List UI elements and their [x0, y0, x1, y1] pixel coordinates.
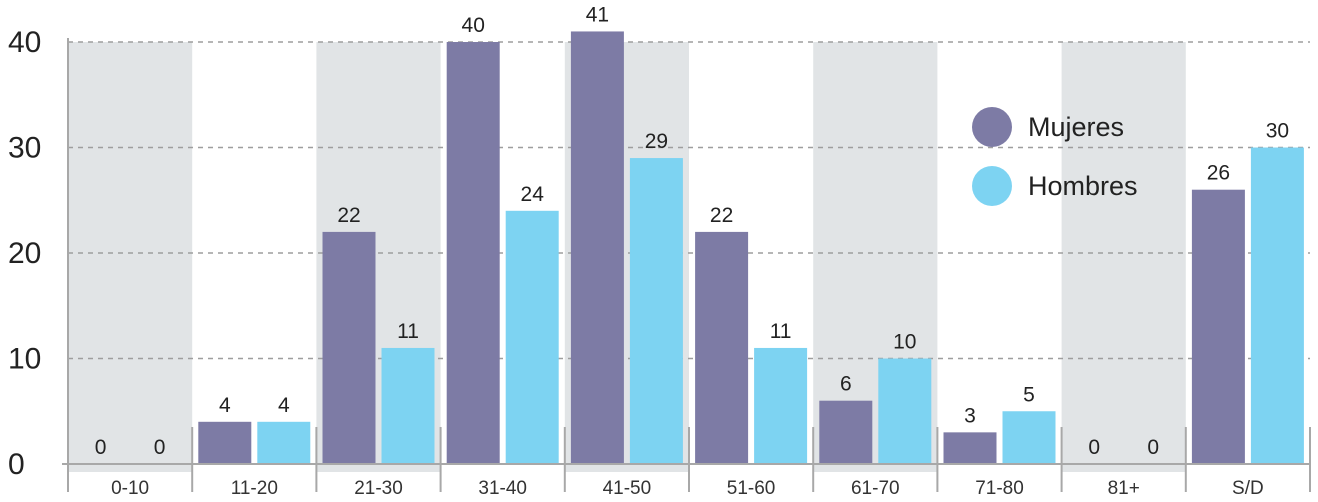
legend-swatch-mujeres: [972, 107, 1012, 147]
x-tick-label: 11-20: [231, 478, 278, 499]
bar-hombres-31-40: [505, 210, 559, 464]
data-label: 24: [521, 183, 545, 206]
data-label: 22: [710, 204, 733, 227]
legend-label-hombres: Hombres: [1028, 171, 1138, 201]
data-label: 6: [840, 373, 852, 396]
data-label: 26: [1207, 162, 1230, 185]
legend-label-mujeres: Mujeres: [1028, 112, 1124, 142]
data-label: 0: [1147, 436, 1159, 459]
data-labels: 0 0 4 4 22 11 40 24 41 29 22 11 6 10 3 5 0 0 26 30: [95, 3, 1289, 459]
bars: [198, 31, 1304, 465]
data-label: 41: [586, 3, 609, 26]
bar-mujeres-61-70: [819, 400, 873, 464]
y-tick-label: 20: [8, 237, 41, 270]
data-label: 5: [1023, 383, 1035, 406]
y-tick-label: 10: [8, 343, 41, 376]
bar-hombres-41-50: [629, 158, 683, 465]
axes: [62, 38, 1311, 492]
data-label: 29: [645, 130, 668, 153]
y-tick-label: 30: [8, 132, 41, 165]
x-tick-label: 31-40: [478, 478, 527, 499]
data-label: 22: [337, 204, 360, 227]
category-bands: [68, 42, 1186, 472]
x-tick-label: 51-60: [727, 478, 776, 499]
y-tick-labels: 0 10 20 30 40: [8, 26, 41, 481]
y-tick-label: 40: [8, 26, 41, 59]
x-tick-label: 81+: [1108, 478, 1140, 499]
bar-hombres-21-30: [381, 347, 435, 464]
bar-mujeres-51-60: [695, 231, 749, 464]
data-label: 4: [219, 394, 231, 417]
x-tick-label: 71-80: [975, 478, 1024, 499]
gridlines: [68, 41, 1310, 360]
x-tick-labels: 0-10 11-20 21-30 31-40 41-50 51-60 61-70 71-80 8…: [111, 478, 1264, 499]
legend: Mujeres Hombres: [972, 107, 1138, 206]
x-tick-label: S/D: [1232, 478, 1264, 499]
data-label: 40: [462, 14, 485, 37]
category-band-81+: [1061, 42, 1186, 472]
data-label: 11: [397, 320, 419, 343]
x-tick-label: 0-10: [111, 478, 149, 499]
data-label: 0: [95, 436, 107, 459]
bar-mujeres-S/D: [1191, 189, 1245, 464]
data-label: 4: [278, 394, 290, 417]
x-tick-label: 21-30: [354, 478, 403, 499]
data-label: 0: [1088, 436, 1100, 459]
bar-hombres-61-70: [878, 358, 932, 464]
data-label: 0: [154, 436, 166, 459]
bar-hombres-S/D: [1250, 147, 1304, 464]
bar-mujeres-71-80: [943, 432, 997, 464]
data-label: 3: [964, 404, 976, 427]
bar-mujeres-41-50: [570, 31, 624, 464]
category-band-0-10: [68, 42, 193, 472]
bar-mujeres-21-30: [322, 231, 376, 464]
bar-mujeres-31-40: [446, 42, 500, 464]
x-tick-label: 41-50: [603, 478, 652, 499]
data-label: 11: [770, 320, 792, 343]
legend-swatch-hombres: [972, 166, 1012, 206]
data-label: 10: [893, 331, 916, 354]
x-tick-label: 61-70: [851, 478, 900, 499]
data-label: 30: [1266, 120, 1289, 143]
bar-hombres-51-60: [754, 347, 808, 464]
bar-hombres-11-20: [257, 421, 311, 464]
y-tick-label: 0: [8, 448, 25, 481]
bar-mujeres-11-20: [198, 421, 252, 464]
bar-hombres-71-80: [1002, 411, 1056, 464]
